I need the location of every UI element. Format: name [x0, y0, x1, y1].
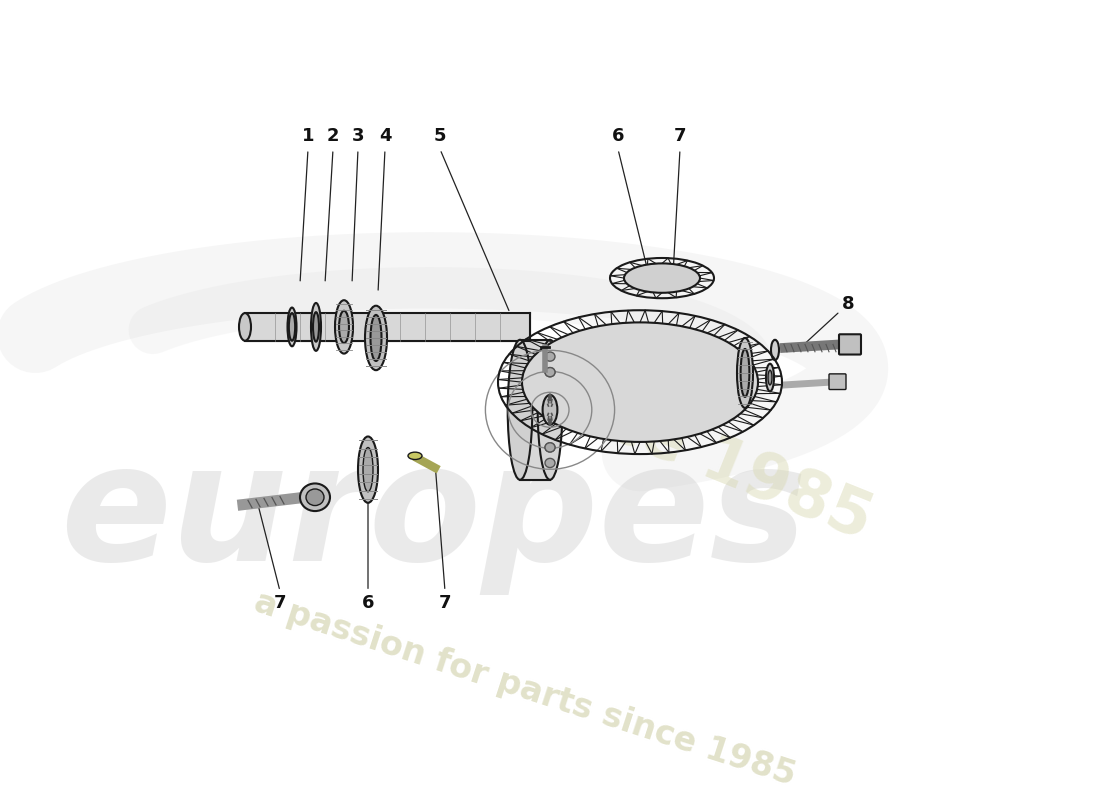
- Ellipse shape: [287, 307, 297, 346]
- Ellipse shape: [737, 338, 754, 408]
- Ellipse shape: [289, 313, 295, 341]
- Ellipse shape: [740, 349, 749, 397]
- Circle shape: [544, 367, 556, 377]
- Ellipse shape: [300, 483, 330, 511]
- Ellipse shape: [339, 310, 349, 343]
- Ellipse shape: [624, 263, 700, 293]
- FancyBboxPatch shape: [829, 374, 846, 390]
- Ellipse shape: [371, 315, 382, 361]
- Text: 7: 7: [673, 127, 686, 146]
- Text: 1: 1: [301, 127, 315, 146]
- Circle shape: [544, 458, 556, 467]
- Ellipse shape: [538, 340, 562, 480]
- Text: 6: 6: [612, 127, 625, 146]
- Ellipse shape: [771, 340, 779, 360]
- Text: 2: 2: [327, 127, 339, 146]
- FancyBboxPatch shape: [839, 334, 861, 354]
- Ellipse shape: [408, 452, 422, 459]
- Text: since 1985: since 1985: [499, 350, 881, 553]
- Circle shape: [544, 405, 556, 414]
- Text: 5: 5: [433, 127, 447, 146]
- Text: 8: 8: [842, 295, 855, 313]
- Ellipse shape: [314, 312, 319, 342]
- Text: 3: 3: [352, 127, 364, 146]
- Ellipse shape: [766, 364, 774, 391]
- Circle shape: [544, 367, 556, 377]
- Ellipse shape: [508, 340, 532, 480]
- Text: 7: 7: [274, 594, 286, 612]
- Ellipse shape: [336, 300, 353, 354]
- Ellipse shape: [311, 303, 321, 351]
- Ellipse shape: [522, 322, 758, 442]
- Circle shape: [544, 442, 556, 452]
- Text: 7: 7: [439, 594, 451, 612]
- Text: 4: 4: [378, 127, 392, 146]
- Circle shape: [544, 405, 556, 414]
- Ellipse shape: [306, 489, 324, 506]
- Text: europes: europes: [60, 436, 807, 595]
- Ellipse shape: [358, 437, 378, 502]
- Ellipse shape: [768, 370, 772, 385]
- Ellipse shape: [522, 322, 758, 442]
- Ellipse shape: [239, 313, 251, 341]
- Circle shape: [544, 442, 556, 452]
- Ellipse shape: [542, 395, 558, 425]
- Ellipse shape: [365, 306, 387, 370]
- Ellipse shape: [363, 447, 373, 492]
- Ellipse shape: [624, 263, 700, 293]
- Text: 6: 6: [362, 594, 374, 612]
- Circle shape: [544, 352, 556, 361]
- Text: a passion for parts since 1985: a passion for parts since 1985: [250, 586, 800, 792]
